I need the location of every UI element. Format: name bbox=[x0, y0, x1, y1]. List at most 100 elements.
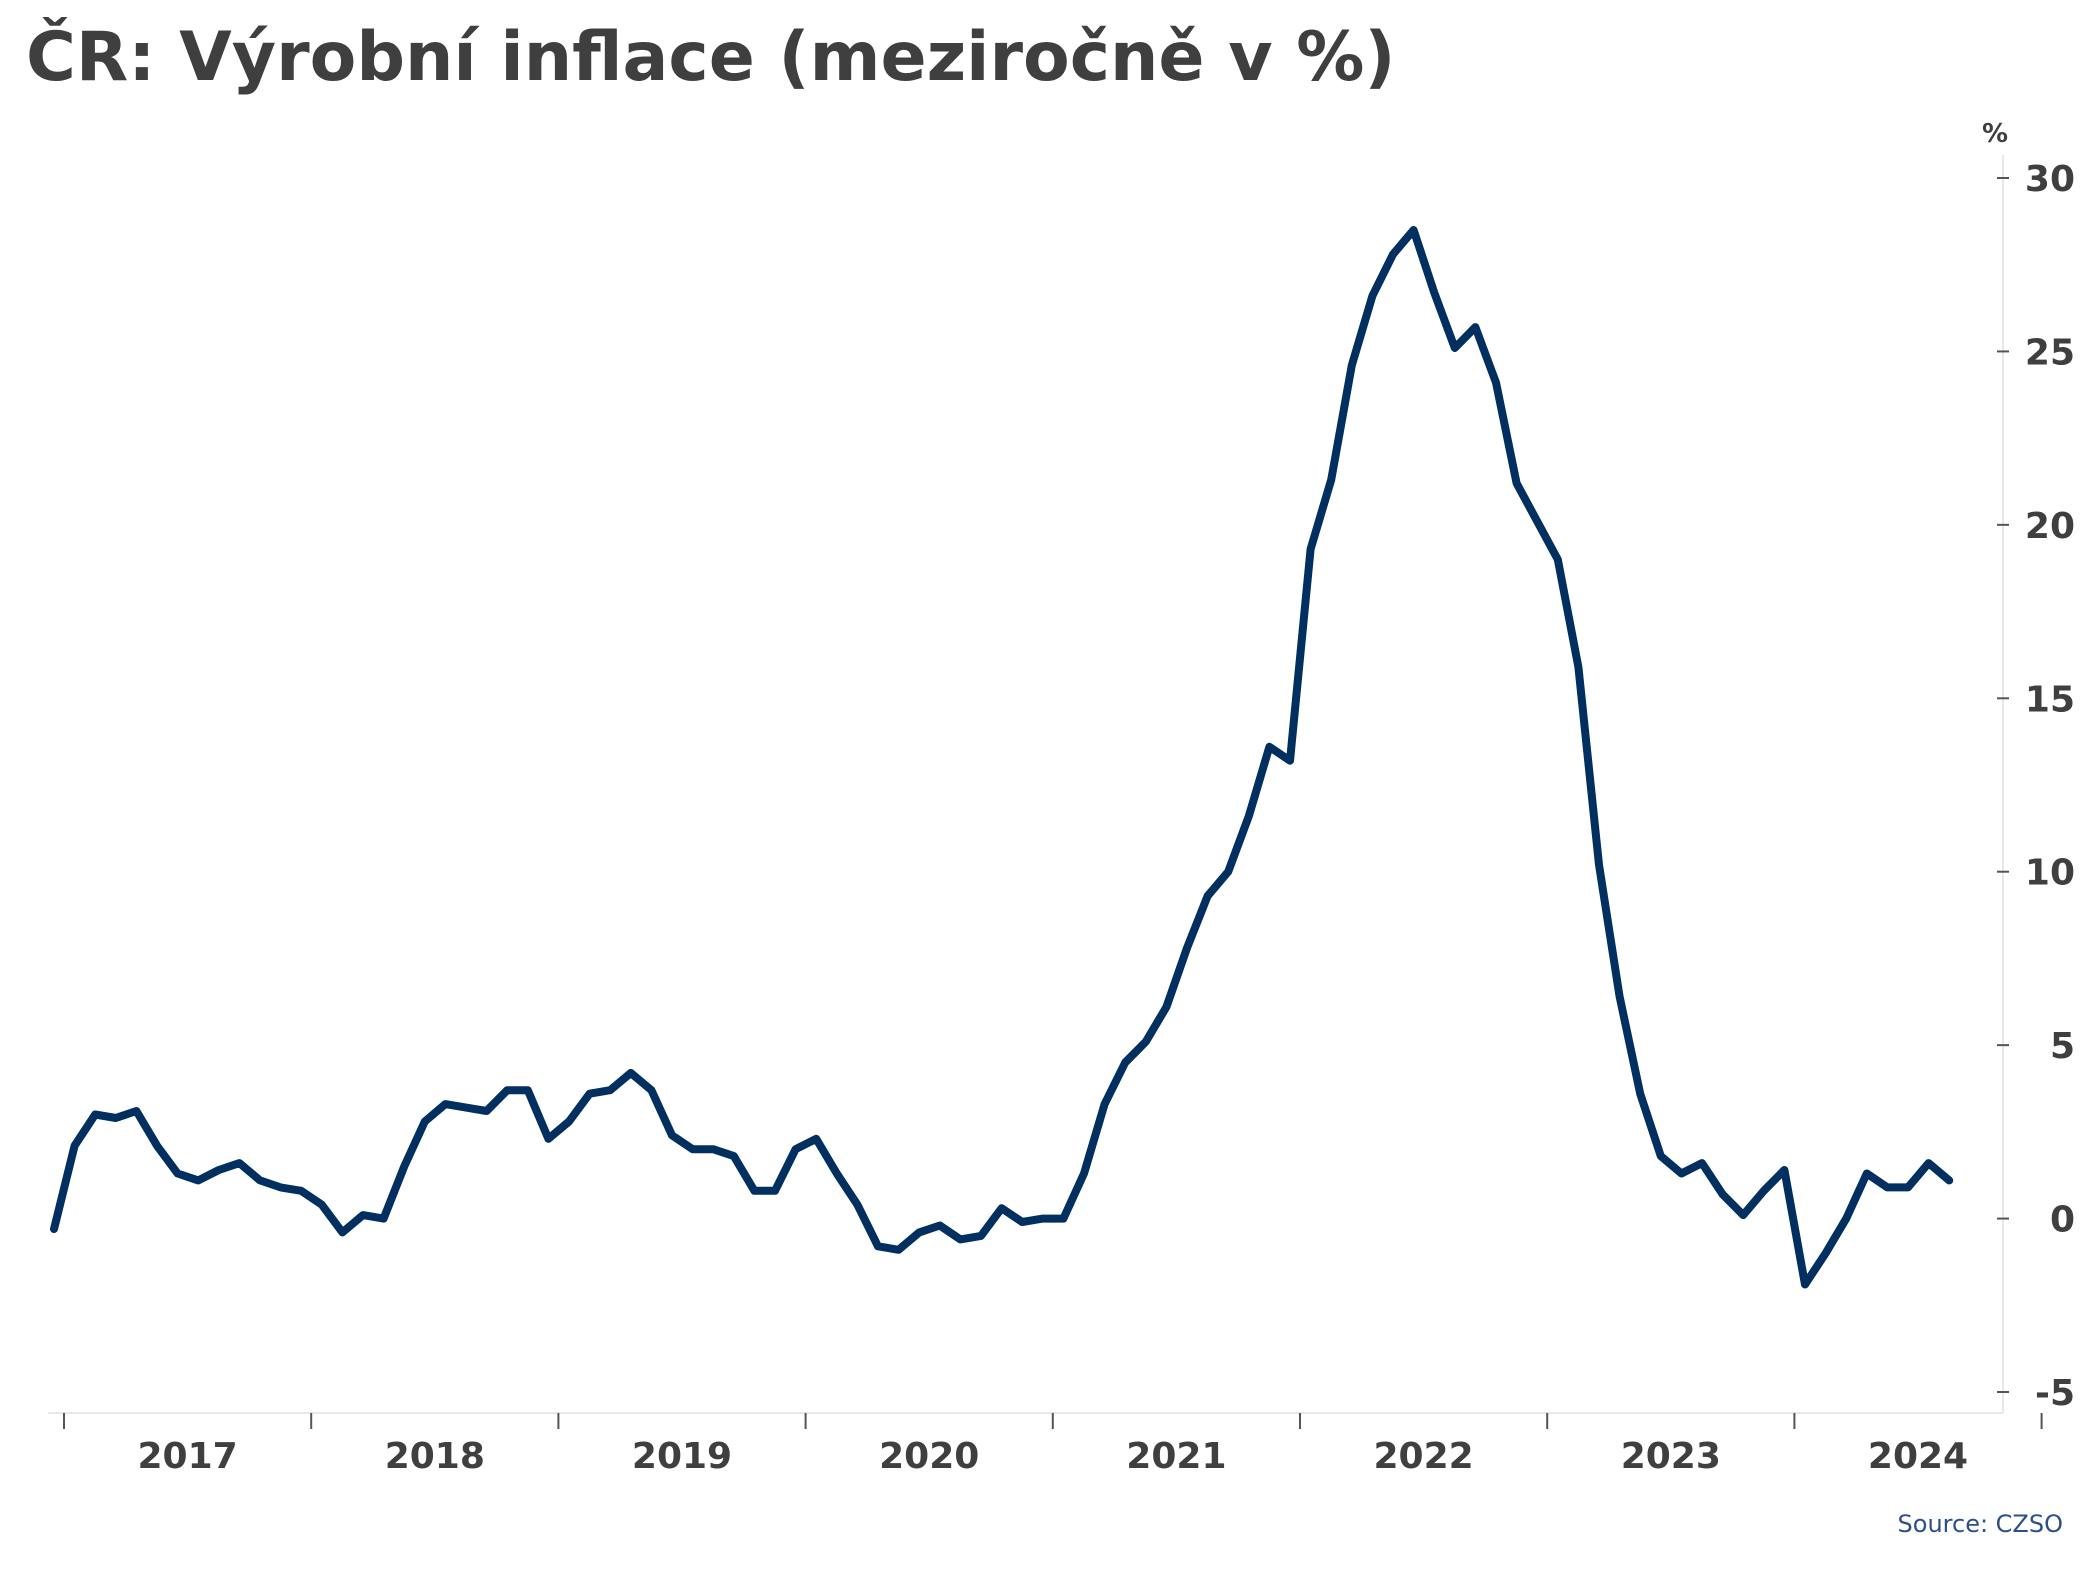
data-point bbox=[771, 1187, 779, 1195]
data-point bbox=[1863, 1169, 1871, 1177]
source-label: Source: CZSO bbox=[1898, 1510, 2063, 1538]
data-point bbox=[1677, 1169, 1685, 1177]
data-point bbox=[1286, 757, 1294, 765]
data-point bbox=[1224, 868, 1232, 876]
data-point bbox=[1780, 1166, 1788, 1174]
data-point bbox=[627, 1069, 635, 1077]
chart-title: ČR: Výrobní inflace (meziročně v %) bbox=[26, 18, 1396, 97]
data-point bbox=[1121, 1058, 1129, 1066]
data-point bbox=[359, 1211, 367, 1219]
data-point bbox=[1101, 1100, 1109, 1108]
data-point bbox=[1533, 517, 1541, 525]
data-point bbox=[50, 1225, 58, 1233]
data-point bbox=[91, 1111, 99, 1119]
data-point bbox=[277, 1183, 285, 1191]
data-point bbox=[194, 1176, 202, 1184]
data-point bbox=[1039, 1215, 1047, 1223]
data-point bbox=[1945, 1176, 1953, 1184]
data-point bbox=[1595, 861, 1603, 869]
data-point bbox=[1389, 250, 1397, 258]
data-point bbox=[1204, 892, 1212, 900]
data-point bbox=[1883, 1183, 1891, 1191]
data-point bbox=[1430, 288, 1438, 296]
data-point bbox=[1657, 1152, 1665, 1160]
data-point bbox=[524, 1086, 532, 1094]
data-point bbox=[1142, 1038, 1150, 1046]
data-point bbox=[998, 1204, 1006, 1212]
data-point bbox=[689, 1145, 697, 1153]
data-point bbox=[1080, 1169, 1088, 1177]
data-point bbox=[1307, 545, 1315, 553]
data-point bbox=[1265, 743, 1273, 751]
data-point bbox=[132, 1107, 140, 1115]
data-point bbox=[112, 1114, 120, 1122]
data-point bbox=[338, 1228, 346, 1236]
data-point bbox=[647, 1086, 655, 1094]
data-point bbox=[1842, 1215, 1850, 1223]
data-point bbox=[833, 1169, 841, 1177]
data-point bbox=[1018, 1218, 1026, 1226]
data-point bbox=[1904, 1183, 1912, 1191]
data-point bbox=[215, 1166, 223, 1174]
data-point bbox=[71, 1142, 79, 1150]
data-point bbox=[1368, 292, 1376, 300]
data-point bbox=[936, 1222, 944, 1230]
data-point bbox=[1719, 1190, 1727, 1198]
data-point bbox=[565, 1117, 573, 1125]
x-axis: 2017 2018 2019 2020 2021 2022 2023 2024 bbox=[48, 1412, 2043, 1477]
data-point bbox=[1348, 361, 1356, 369]
y-tick-label: 0 bbox=[2050, 1200, 2075, 1241]
x-tick-label: 2024 bbox=[1868, 1436, 1968, 1477]
data-point bbox=[812, 1135, 820, 1143]
data-point bbox=[153, 1142, 161, 1150]
y-tick-label: 15 bbox=[2025, 679, 2075, 720]
data-point bbox=[874, 1242, 882, 1250]
data-point bbox=[730, 1152, 738, 1160]
data-point bbox=[1059, 1215, 1067, 1223]
data-point bbox=[1739, 1211, 1747, 1219]
data-point bbox=[483, 1107, 491, 1115]
x-tick-label: 2020 bbox=[879, 1436, 979, 1477]
y-tick-label: 20 bbox=[2025, 506, 2075, 547]
data-point bbox=[318, 1201, 326, 1209]
data-point bbox=[586, 1090, 594, 1098]
data-point bbox=[1162, 1003, 1170, 1011]
data-point bbox=[1513, 479, 1521, 487]
x-tick-label: 2019 bbox=[632, 1436, 732, 1477]
data-point bbox=[380, 1215, 388, 1223]
data-point bbox=[400, 1163, 408, 1171]
data-point bbox=[750, 1187, 758, 1195]
data-point bbox=[1492, 379, 1500, 387]
data-point bbox=[1760, 1187, 1768, 1195]
data-point bbox=[1636, 1090, 1644, 1098]
data-point bbox=[1245, 812, 1253, 820]
y-tick-label: 25 bbox=[2025, 332, 2075, 373]
x-tick-label: 2018 bbox=[385, 1436, 485, 1477]
series-line bbox=[50, 226, 1954, 1289]
data-point bbox=[1451, 344, 1459, 352]
data-point bbox=[606, 1086, 614, 1094]
x-tick-label: 2022 bbox=[1373, 1436, 1473, 1477]
data-point bbox=[1327, 476, 1335, 484]
series-layer bbox=[50, 226, 1954, 1289]
data-point bbox=[1554, 556, 1562, 564]
x-tick-label: 2021 bbox=[1126, 1436, 1226, 1477]
data-point bbox=[1471, 323, 1479, 331]
data-point bbox=[174, 1169, 182, 1177]
y-tick-label: 5 bbox=[2050, 1026, 2075, 1067]
data-point bbox=[297, 1187, 305, 1195]
data-point bbox=[1801, 1280, 1809, 1288]
data-point bbox=[1698, 1159, 1706, 1167]
data-point bbox=[956, 1235, 964, 1243]
data-point bbox=[544, 1135, 552, 1143]
data-point bbox=[235, 1159, 243, 1167]
data-point bbox=[668, 1131, 676, 1139]
data-point bbox=[441, 1100, 449, 1108]
data-point bbox=[1183, 944, 1191, 952]
data-point bbox=[256, 1176, 264, 1184]
y-tick-label: 10 bbox=[2025, 853, 2075, 894]
x-tick-label: 2017 bbox=[137, 1436, 237, 1477]
data-point bbox=[1616, 993, 1624, 1001]
data-point bbox=[709, 1145, 717, 1153]
